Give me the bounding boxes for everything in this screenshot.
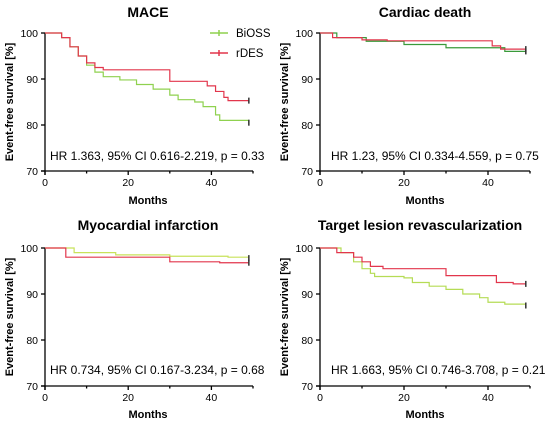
x-tick-label: 20 [122, 177, 134, 189]
hazard-ratio-annotation: HR 0.734, 95% CI 0.167-3.234, p = 0.68 [50, 363, 265, 377]
x-tick-label: 20 [398, 392, 410, 404]
panel-title: Myocardial infarction [78, 217, 219, 233]
y-tick-label: 90 [301, 74, 313, 86]
y-tick-label: 70 [26, 381, 38, 393]
hazard-ratio-annotation: HR 1.23, 95% CI 0.334-4.559, p = 0.75 [331, 149, 539, 163]
y-tick-label: 100 [295, 28, 313, 40]
x-axis-label: Months [128, 409, 167, 421]
y-tick-label: 70 [301, 166, 313, 178]
panel-title: MACE [127, 4, 168, 20]
x-axis-label: Months [128, 195, 167, 207]
y-tick-label: 80 [301, 335, 313, 347]
survival-curve-rdes [320, 247, 526, 285]
plot-4: 70 80 90 100 0 20 40 [295, 243, 531, 404]
panel-target-lesion-revascularization: Target lesion revascularization Event-fr… [279, 217, 546, 421]
survival-curve-rdes [45, 32, 249, 102]
y-axis-label: Event-free survival [%] [279, 257, 291, 376]
y-axis-label: Event-free survival [%] [4, 257, 16, 376]
y-axis-label: Event-free survival [%] [4, 42, 16, 161]
x-axis-label: Months [405, 409, 444, 421]
x-tick-label: 20 [398, 177, 410, 189]
y-tick-label: 70 [301, 381, 313, 393]
legend-label-bioss: BiOSS [236, 28, 271, 40]
survival-curve-rdes [320, 32, 526, 50]
panel-myocardial-infarction: Myocardial infarction Event-free surviva… [4, 217, 265, 421]
x-tick-label: 40 [482, 392, 494, 404]
legend-label-rdes: rDES [236, 48, 264, 60]
plot-2: 70 80 90 100 0 20 40 [295, 28, 531, 189]
survival-curve-bioss [320, 247, 527, 306]
panel-title: Target lesion revascularization [318, 217, 522, 233]
chart-marks: 70 80 90 100 0 20 40 70 80 90 100 0 20 40 70 80 90 100 0 20… [20, 28, 531, 404]
y-axis-label: Event-free survival [%] [279, 42, 291, 161]
panel-cardiac-death: Cardiac death Event-free survival [%] Mo… [279, 4, 539, 207]
y-tick-label: 100 [20, 28, 38, 40]
survival-curve-rdes [45, 247, 249, 264]
legend: BiOSS rDES [210, 28, 271, 60]
x-tick-label: 40 [482, 177, 494, 189]
y-tick-label: 90 [26, 74, 38, 86]
y-tick-label: 70 [26, 166, 38, 178]
panel-mace: MACE Event-free survival [%] Months HR 1… [4, 4, 271, 207]
survival-curve-bioss [320, 32, 526, 52]
panel-title: Cardiac death [379, 4, 472, 20]
x-axis-label: Months [405, 195, 444, 207]
y-tick-label: 80 [301, 120, 313, 132]
x-tick-label: 0 [317, 392, 323, 404]
x-tick-label: 0 [42, 177, 48, 189]
plot-1: 70 80 90 100 0 20 40 [20, 28, 254, 189]
x-tick-label: 0 [317, 177, 323, 189]
hazard-ratio-annotation: HR 1.663, 95% CI 0.746-3.708, p = 0.21 [331, 363, 546, 377]
y-tick-label: 80 [26, 335, 38, 347]
y-tick-label: 90 [301, 289, 313, 301]
x-tick-label: 0 [42, 392, 48, 404]
x-tick-label: 40 [206, 392, 218, 404]
hazard-ratio-annotation: HR 1.363, 95% CI 0.616-2.219, p = 0.33 [50, 149, 265, 163]
x-tick-label: 40 [206, 177, 218, 189]
y-tick-label: 100 [20, 243, 38, 255]
x-tick-label: 20 [122, 392, 134, 404]
y-tick-label: 80 [26, 120, 38, 132]
y-tick-label: 90 [26, 289, 38, 301]
survival-curve-bioss [45, 247, 250, 259]
plot-3: 70 80 90 100 0 20 40 [20, 243, 254, 404]
y-tick-label: 100 [295, 243, 313, 255]
